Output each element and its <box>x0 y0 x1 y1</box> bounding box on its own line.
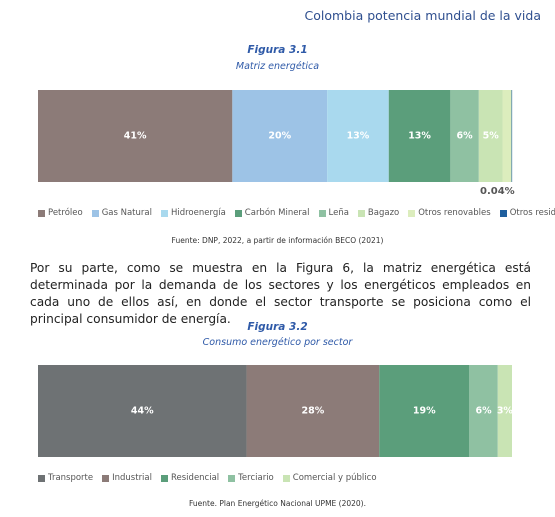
stacked-bar-chart: 41% 20% 13% 13% 6% 5% 0.04% <box>38 90 515 197</box>
bar-segment <box>511 90 513 182</box>
legend-label: Leña <box>328 208 349 218</box>
legend: Petróleo Gas Natural Hidroenergía Carbón Mi… <box>38 208 555 218</box>
legend-label: Transporte <box>48 473 94 483</box>
legend-swatch <box>357 209 365 217</box>
legend-swatch <box>499 209 507 217</box>
legend-item: Otros residuos <box>499 208 555 218</box>
legend-item: Residencial <box>161 473 219 483</box>
legend-item: Comercial y público <box>282 473 377 483</box>
legend-label: Otros residuos <box>509 208 555 218</box>
legend-label: Terciario <box>238 473 274 483</box>
legend-swatch <box>318 209 326 217</box>
figure-label: Figura 3.2 <box>247 321 308 333</box>
legend-swatch <box>38 209 45 217</box>
bar-segment <box>379 365 470 457</box>
figure-label: Figura 3.1 <box>247 44 308 56</box>
figure-source: Fuente. Plan Energético Nacional UPME (2… <box>189 499 366 508</box>
legend-swatch <box>91 209 99 217</box>
value-label: 6% <box>475 406 492 417</box>
legend-swatch <box>408 209 416 217</box>
legend-label: Hidroenergía <box>170 208 226 218</box>
value-label: 5% <box>483 131 500 142</box>
legend-item: Bagazo <box>357 208 400 218</box>
value-label: 6% <box>457 131 474 142</box>
bar-segment <box>246 365 380 457</box>
legend-item: Transporte <box>38 473 93 483</box>
value-label: 13% <box>347 131 370 142</box>
legend-swatch <box>161 474 168 482</box>
legend-label: Comercial y público <box>292 473 377 483</box>
value-label: 28% <box>302 406 325 417</box>
legend-item: Gas Natural <box>91 208 152 218</box>
legend-swatch <box>102 474 110 482</box>
legend-swatch <box>160 209 168 217</box>
header-title: Colombia potencia mundial de la vida <box>304 8 542 23</box>
legend-label: Industrial <box>112 473 152 483</box>
legend-label: Residencial <box>171 473 220 483</box>
bar-segment <box>327 90 389 182</box>
legend-item: Otros renovables <box>408 208 491 218</box>
legend-label: Otros renovables <box>418 208 491 218</box>
legend-swatch <box>38 474 45 482</box>
bar-segment <box>497 365 512 457</box>
figure-caption: Consumo energético por sector <box>202 337 353 348</box>
legend-swatch <box>228 474 236 482</box>
value-label: 13% <box>408 131 431 142</box>
bar-segment <box>450 90 479 182</box>
legend-swatch <box>282 474 290 482</box>
value-label: 41% <box>124 131 147 142</box>
bar-segment <box>502 90 512 182</box>
bar-segment <box>388 90 451 182</box>
bar-segment <box>469 365 498 457</box>
legend-item: Petróleo <box>38 208 83 218</box>
legend: Transporte Industrial Residencial Terciario… <box>38 473 538 483</box>
bar-segment <box>478 90 503 182</box>
bar-segment <box>38 365 247 457</box>
value-label: 3% <box>497 406 514 417</box>
legend-label: Carbón Mineral <box>244 208 310 218</box>
legend-item: Leña <box>318 208 349 218</box>
value-label: 20% <box>268 131 291 142</box>
legend-label: Bagazo <box>367 208 400 218</box>
legend-item: Terciario <box>228 473 274 483</box>
bar-segment <box>232 90 328 182</box>
stacked-bar-chart: 44% 28% 19% 6% 3% <box>38 365 514 457</box>
legend-item: Hidroenergía <box>160 208 226 218</box>
paragraph: Por su parte, como se muestra en la Figu… <box>30 261 531 326</box>
bar-segment <box>38 90 233 182</box>
value-label: 0.04% <box>480 186 515 197</box>
legend-swatch <box>234 209 242 217</box>
legend-item: Carbón Mineral <box>234 208 310 218</box>
value-label: 44% <box>131 406 154 417</box>
figure-source: Fuente: DNP, 2022, a partir de informaci… <box>171 236 384 245</box>
legend-label: Petróleo <box>48 208 83 218</box>
legend-label: Gas Natural <box>101 208 152 218</box>
figure-caption: Matriz energética <box>235 61 320 72</box>
legend-item: Industrial <box>102 473 152 483</box>
value-label: 19% <box>413 406 436 417</box>
